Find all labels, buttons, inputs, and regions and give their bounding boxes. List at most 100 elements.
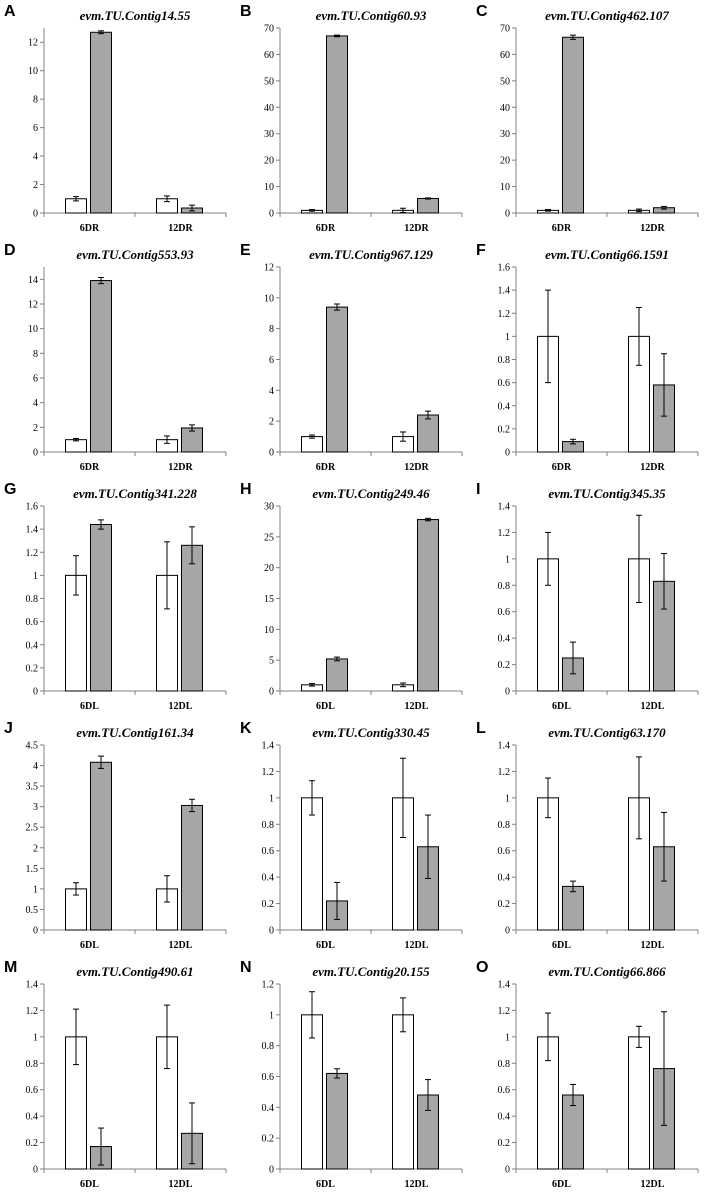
bar-treatment-6dl: [326, 1072, 348, 1170]
bar-treatment-12dl: [417, 519, 439, 692]
y-tick-label: 8: [269, 324, 274, 335]
x-tick-label: 12DL: [169, 1179, 193, 1190]
chart-title: evm.TU.Contig14.55: [80, 8, 191, 23]
y-tick-label: 0: [33, 687, 38, 698]
x-tick-label: 6DR: [80, 223, 100, 234]
panel-letter: B: [240, 3, 252, 20]
chart-title: evm.TU.Contig490.61: [76, 964, 193, 979]
panel-letter: O: [476, 959, 488, 976]
x-tick-label: 12DL: [641, 701, 665, 712]
y-tick-label: 0.6: [26, 1085, 39, 1096]
panel-letter: C: [476, 3, 488, 20]
y-tick-label: 12: [28, 300, 38, 311]
y-tick-label: 0: [269, 926, 274, 937]
bar-treatment-6dl: [90, 761, 112, 931]
x-tick-label: 6DR: [80, 462, 100, 473]
x-tick-label: 6DL: [552, 940, 571, 951]
y-tick-label: 0.2: [498, 1138, 511, 1149]
x-tick-label: 6DL: [552, 701, 571, 712]
y-tick-label: 10: [28, 66, 38, 77]
y-tick-label: 30: [264, 502, 274, 513]
x-tick-label: 12DR: [168, 462, 193, 473]
y-tick-label: 4.5: [26, 741, 39, 752]
x-tick-label: 6DL: [80, 1179, 99, 1190]
bar-treatment-6dr: [562, 36, 584, 214]
chart-title: evm.TU.Contig330.45: [312, 725, 430, 740]
x-tick-label: 6DR: [316, 462, 336, 473]
y-tick-label: 2: [33, 843, 38, 854]
panel-letter: D: [4, 242, 16, 259]
x-tick-label: 12DL: [641, 940, 665, 951]
y-tick-label: 15: [264, 594, 274, 605]
y-tick-label: 0.8: [262, 820, 275, 831]
y-tick-label: 1.2: [262, 767, 275, 778]
y-tick-label: 10: [264, 625, 274, 636]
y-tick-label: 1: [33, 571, 38, 582]
chart-title: evm.TU.Contig345.35: [548, 486, 666, 501]
x-tick-label: 12DR: [640, 462, 665, 473]
y-tick-label: 10: [264, 182, 274, 193]
x-tick-label: 12DL: [405, 940, 429, 951]
y-tick-label: 0.2: [26, 1138, 39, 1149]
y-tick-label: 70: [500, 24, 510, 35]
y-tick-label: 0.8: [498, 1059, 511, 1070]
y-tick-label: 0.8: [26, 1059, 39, 1070]
y-tick-label: 12: [28, 38, 38, 49]
y-tick-label: 40: [500, 103, 510, 114]
y-tick-label: 1.6: [498, 263, 511, 274]
bar-treatment-12dl: [181, 804, 203, 931]
y-tick-label: 0: [269, 687, 274, 698]
y-tick-label: 30: [500, 129, 510, 140]
y-tick-label: 20: [264, 563, 274, 574]
y-tick-label: 0: [33, 448, 38, 459]
bar-treatment-12dr: [417, 197, 439, 214]
x-tick-label: 12DL: [405, 1179, 429, 1190]
bar-treatment-6dr: [326, 35, 348, 214]
y-tick-label: 0: [33, 926, 38, 937]
bar-treatment-6dr: [90, 280, 112, 453]
y-tick-label: 1.2: [262, 980, 275, 991]
y-tick-label: 1.4: [498, 502, 511, 513]
x-tick-label: 6DR: [316, 223, 336, 234]
y-tick-label: 6: [269, 355, 274, 366]
panel-letter: L: [476, 720, 486, 737]
y-tick-label: 0.4: [262, 1103, 275, 1114]
y-tick-label: 1.4: [498, 286, 511, 297]
y-tick-label: 1.4: [262, 741, 275, 752]
y-tick-label: 2: [33, 180, 38, 191]
bar-treatment-6dl: [90, 524, 112, 692]
chart-title: evm.TU.Contig161.34: [76, 725, 194, 740]
y-tick-label: 0.2: [498, 660, 511, 671]
y-tick-label: 30: [264, 129, 274, 140]
y-tick-label: 0.4: [498, 1112, 511, 1123]
chart-title: evm.TU.Contig66.866: [548, 964, 666, 979]
y-tick-label: 0.6: [262, 846, 275, 857]
bar-treatment-6dl: [562, 1094, 584, 1170]
y-tick-label: 1.2: [26, 1006, 39, 1017]
y-tick-label: 8: [33, 95, 38, 106]
chart-title: evm.TU.Contig553.93: [76, 247, 194, 262]
chart-title: evm.TU.Contig60.93: [316, 8, 427, 23]
y-tick-label: 20: [500, 156, 510, 167]
x-tick-label: 12DR: [640, 223, 665, 234]
y-tick-label: 50: [264, 76, 274, 87]
x-tick-label: 12DR: [404, 462, 429, 473]
y-tick-label: 1: [269, 1010, 274, 1021]
y-tick-label: 4: [269, 386, 274, 397]
y-tick-label: 1.2: [498, 309, 511, 320]
y-tick-label: 40: [264, 103, 274, 114]
y-tick-label: 1.4: [26, 525, 39, 536]
y-tick-label: 0: [269, 448, 274, 459]
y-tick-label: 0.6: [498, 378, 511, 389]
y-tick-label: 1.5: [26, 864, 39, 875]
